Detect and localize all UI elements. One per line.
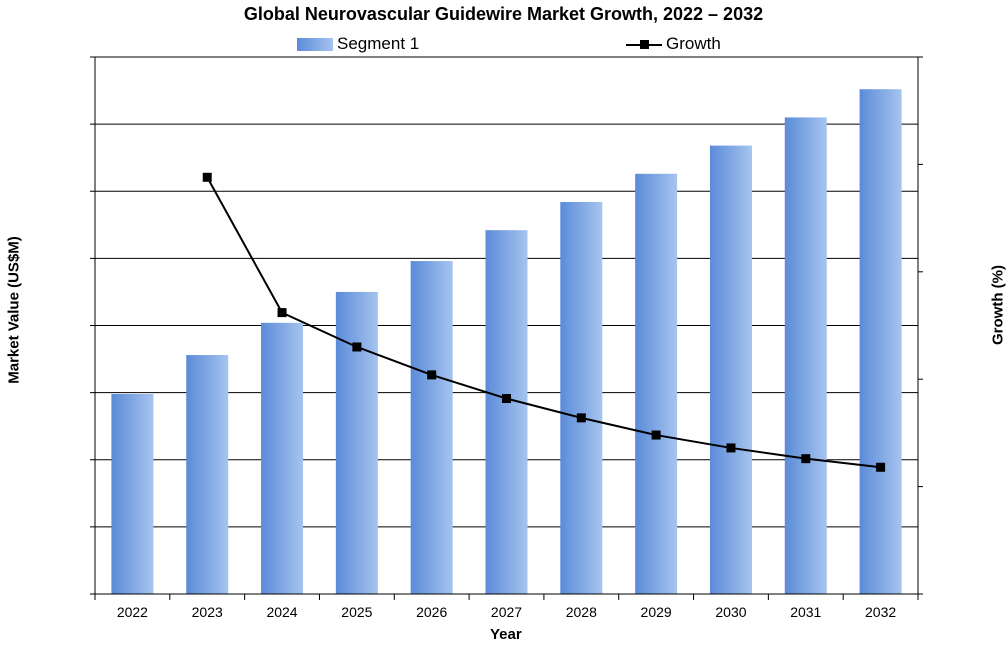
x-tick-label: 2032: [865, 604, 896, 620]
growth-point-2023: [202, 172, 212, 182]
legend-item-segment-1: Segment 1: [297, 34, 419, 54]
legend-bar-swatch: [297, 37, 333, 51]
x-tick-label: 2026: [416, 604, 447, 620]
bar-2027: [485, 230, 528, 594]
bar-2028: [560, 201, 603, 595]
x-tick-label: 2031: [790, 604, 821, 620]
growth-point-2024: [277, 308, 287, 318]
growth-point-2031: [801, 454, 811, 464]
x-tick-label: 2028: [566, 604, 597, 620]
growth-point-2028: [576, 413, 586, 423]
y-axis-title: Market Value (US$M): [5, 236, 23, 384]
bar-2031: [784, 117, 827, 594]
bar-2032: [859, 89, 902, 594]
growth-point-2026: [427, 370, 437, 380]
growth-point-2025: [352, 342, 362, 352]
growth-point-2029: [651, 430, 661, 440]
x-tick-label: 2027: [491, 604, 522, 620]
bar-2030: [709, 145, 752, 595]
x-tick-label: 2025: [341, 604, 372, 620]
legend-label-segment-1: Segment 1: [337, 34, 420, 53]
x-tick-label: 2030: [715, 604, 746, 620]
growth-point-2030: [726, 443, 736, 453]
x-tick-label: 2023: [192, 604, 223, 620]
bar-2025: [335, 291, 378, 594]
bar-2026: [410, 261, 453, 594]
x-tick-label: 2022: [117, 604, 148, 620]
x-tick-label: 2024: [266, 604, 297, 620]
x-axis-title: Year: [490, 626, 522, 643]
chart-title: Global Neurovascular Guidewire Market Gr…: [243, 4, 764, 24]
growth-point-2032: [876, 462, 886, 472]
growth-line: [206, 176, 881, 469]
bar-2029: [635, 173, 678, 595]
legend-line-swatch: [626, 38, 662, 51]
legend-label-growth: Growth: [666, 34, 721, 53]
bar-2024: [261, 322, 304, 594]
x-tick-label: 2029: [641, 604, 672, 620]
legend-item-growth: Growth: [626, 34, 721, 54]
y2-axis-title: Growth (%): [989, 265, 1007, 345]
growth-point-2027: [502, 394, 511, 404]
bar-2022: [111, 393, 154, 594]
bar-2023: [186, 355, 229, 594]
